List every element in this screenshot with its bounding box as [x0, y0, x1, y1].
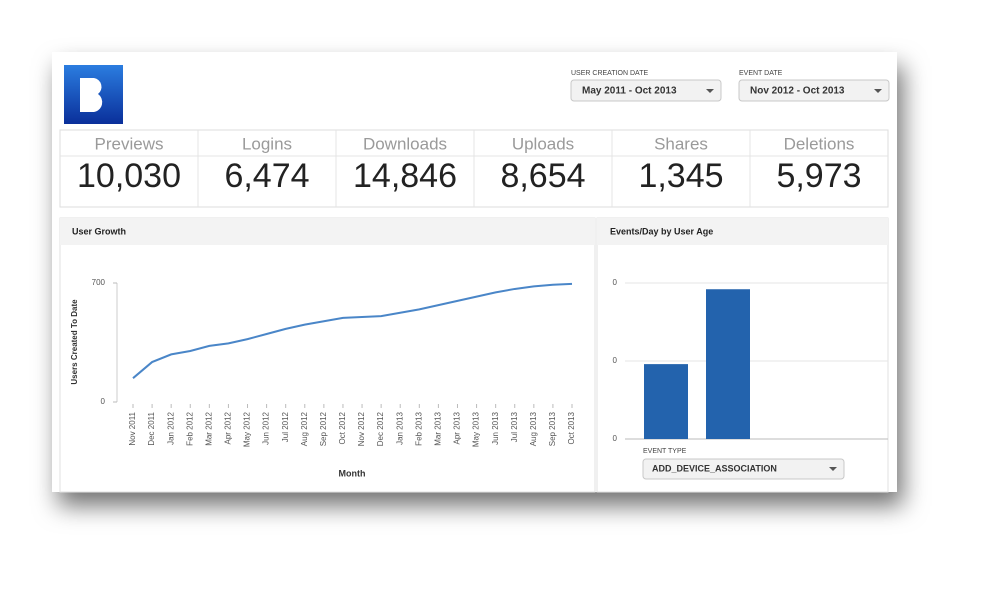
bar [644, 364, 688, 439]
x-tick-label: Jun 2013 [491, 411, 500, 444]
x-tick-label: Oct 2012 [338, 411, 347, 444]
x-tick-label: Oct 2013 [567, 411, 576, 444]
panel-header [60, 218, 595, 245]
x-tick-label: Jul 2013 [510, 411, 519, 442]
event-type-dropdown[interactable] [642, 458, 845, 480]
x-tick-label: May 2012 [243, 411, 252, 447]
x-tick-label: Jan 2013 [395, 411, 404, 444]
bar [706, 289, 750, 439]
x-tick-label: Nov 2012 [357, 411, 366, 446]
x-tick-label: Jul 2012 [281, 411, 290, 442]
x-tick-label: Dec 2012 [376, 411, 385, 446]
x-tick-label: Feb 2012 [185, 411, 194, 445]
stat-label: Previews [95, 134, 164, 153]
stat-label: Downloads [363, 134, 447, 153]
filter-label: EVENT DATE [739, 70, 783, 77]
line [132, 282, 573, 379]
panel-title: Events/Day by User Age [610, 226, 713, 236]
dropdown-arrow [874, 89, 882, 93]
x-tick-label: Jun 2012 [262, 411, 271, 444]
stat-label: Uploads [512, 134, 574, 153]
y-tick-label: 0 [613, 356, 618, 365]
x-tick-label: May 2013 [472, 411, 481, 447]
control-value: ADD_DEVICE_ASSOCIATION [652, 463, 777, 473]
stat-value: 8,654 [500, 157, 585, 195]
stat-value: 6,474 [224, 157, 309, 195]
y-tick-label: 0 [613, 278, 618, 287]
panel-title: User Growth [72, 226, 126, 236]
x-tick-label: Apr 2012 [224, 411, 233, 444]
filter-dropdown[interactable] [570, 79, 722, 102]
x-tick-label: Aug 2013 [529, 411, 538, 446]
x-tick-label: Mar 2012 [204, 411, 213, 445]
stat-value: 5,973 [776, 157, 861, 195]
stat-value: 14,846 [353, 157, 457, 195]
panel [59, 217, 596, 493]
logo-mark [80, 78, 103, 112]
dropdown-arrow [829, 467, 837, 471]
x-axis-label: Month [339, 468, 366, 478]
x-tick-label: Aug 2012 [300, 411, 309, 446]
x-tick-label: Jan 2012 [166, 411, 175, 444]
control-label: EVENT TYPE [643, 448, 687, 455]
stat-value: 1,345 [638, 157, 723, 195]
filter-dropdown[interactable] [738, 79, 890, 102]
stat-label: Logins [242, 134, 292, 153]
filter-value: Nov 2012 - Oct 2013 [750, 86, 845, 97]
x-tick-label: Sep 2013 [548, 411, 557, 446]
stat-value: 10,030 [77, 157, 181, 195]
y-tick-label: 0 [613, 434, 618, 443]
panel-header [597, 218, 888, 245]
x-tick-label: Feb 2013 [414, 411, 423, 445]
y-tick-label: 700 [92, 278, 106, 287]
x-tick-label: Apr 2013 [453, 411, 462, 444]
y-tick-label: 0 [101, 397, 106, 406]
y-axis-label: Users Created To Date [70, 299, 79, 385]
x-tick-label: Dec 2011 [147, 411, 156, 445]
dropdown-arrow [706, 89, 714, 93]
x-tick-label: Sep 2012 [319, 411, 328, 446]
x-tick-label: Mar 2013 [434, 411, 443, 445]
stat-label: Shares [654, 134, 708, 153]
x-tick-label: Nov 2011 [128, 411, 137, 445]
stat-label: Deletions [784, 134, 855, 153]
filter-label: USER CREATION DATE [571, 70, 648, 77]
filter-value: May 2011 - Oct 2013 [582, 86, 677, 97]
